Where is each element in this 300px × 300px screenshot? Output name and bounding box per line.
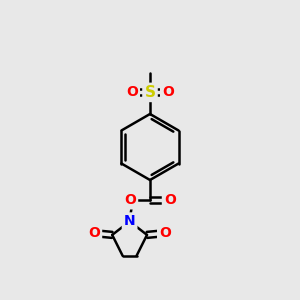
Text: N: N — [124, 214, 135, 228]
Text: O: O — [88, 226, 100, 240]
Text: O: O — [164, 194, 176, 207]
Text: O: O — [159, 226, 171, 240]
Text: O: O — [162, 85, 174, 99]
Text: O: O — [126, 85, 138, 99]
Text: S: S — [145, 85, 155, 100]
Text: O: O — [124, 194, 136, 207]
